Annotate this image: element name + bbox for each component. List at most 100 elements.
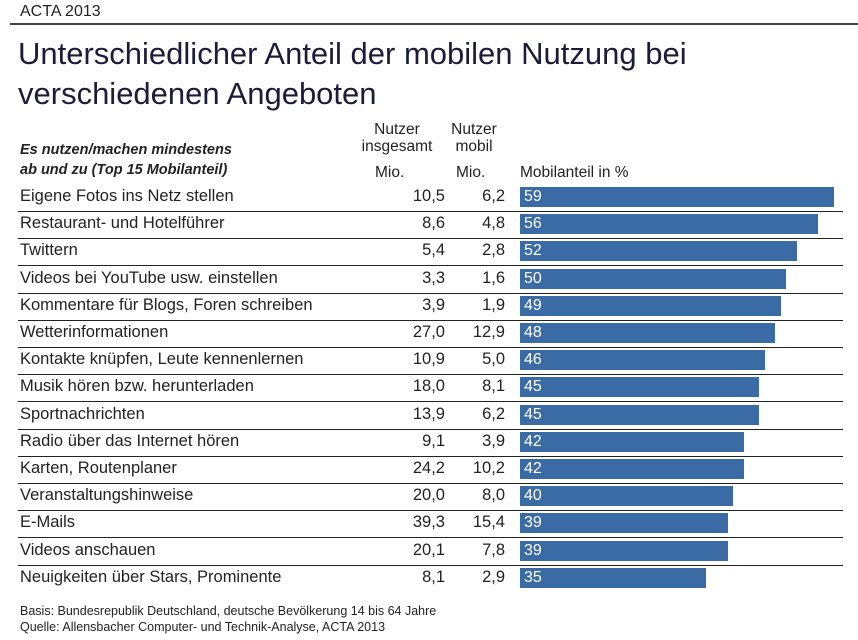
bar: 48 bbox=[520, 323, 776, 343]
bar-value-label: 49 bbox=[524, 296, 542, 314]
subtitle: Es nutzen/machen mindestens ab und zu (T… bbox=[20, 140, 232, 180]
users-mobile-value: 6,2 bbox=[482, 187, 505, 205]
users-mobile-value: 2,8 bbox=[482, 241, 505, 260]
users-mobile-value: 15,4 bbox=[472, 513, 505, 532]
users-mobile-value: 2,9 bbox=[482, 567, 505, 586]
bar: 50 bbox=[520, 268, 787, 289]
bar: 52 bbox=[520, 241, 797, 262]
table-row: Neuigkeiten über Stars, Prominente 8,1 2,9… bbox=[18, 565, 843, 592]
chart-title: Unterschiedlicher Anteil der mobilen Nut… bbox=[18, 34, 687, 114]
users-total-value: 9,1 bbox=[422, 431, 445, 450]
footer-source: Quelle: Allensbacher Computer- und Techn… bbox=[20, 620, 386, 634]
table-row: Musik hören bzw. herunterladen 18,0 8,1 45 bbox=[18, 374, 843, 403]
bar-value-label: 42 bbox=[524, 432, 542, 450]
row-label: Neuigkeiten über Stars, Prominente bbox=[20, 567, 282, 586]
users-total-value: 20,0 bbox=[412, 486, 445, 505]
table-row: Kommentare für Blogs, Foren schreiben 3,9… bbox=[18, 293, 843, 321]
users-total-value: 10,9 bbox=[412, 350, 445, 369]
users-total-value: 24,2 bbox=[412, 459, 445, 477]
users-mobile-value: 12,9 bbox=[472, 323, 505, 341]
row-label: Sportnachrichten bbox=[20, 404, 145, 423]
users-mobile-value: 4,8 bbox=[482, 214, 505, 233]
row-label: Videos bei YouTube usw. einstellen bbox=[20, 268, 278, 287]
table-row: Videos anschauen 20,1 7,8 39 bbox=[18, 538, 843, 566]
table-row: Veranstaltungshinweise 20,0 8,0 40 bbox=[18, 483, 843, 512]
header-text: mobil bbox=[455, 138, 493, 155]
row-label: Restaurant- und Hotelführer bbox=[20, 214, 225, 233]
users-total-value: 10,5 bbox=[412, 187, 445, 205]
header-text: Nutzer bbox=[451, 121, 497, 138]
row-label: Veranstaltungshinweise bbox=[20, 486, 194, 505]
bar: 49 bbox=[520, 295, 781, 316]
row-label: Kommentare für Blogs, Foren schreiben bbox=[20, 295, 313, 314]
table-row: Videos bei YouTube usw. einstellen 3,3 1,6… bbox=[18, 266, 843, 294]
users-mobile-value: 6,2 bbox=[482, 404, 505, 423]
table-row: Sportnachrichten 13,9 6,2 45 bbox=[18, 402, 843, 430]
users-total-value: 8,6 bbox=[422, 214, 445, 233]
row-label: E-Mails bbox=[20, 513, 76, 532]
header-text: Nutzer bbox=[374, 121, 420, 138]
header-users-mobile: Nutzer mobil bbox=[443, 121, 505, 155]
row-label: Twittern bbox=[20, 241, 78, 260]
bar: 56 bbox=[520, 214, 819, 235]
users-total-value: 39,3 bbox=[412, 513, 445, 532]
header-users-total: Nutzer insgesamt bbox=[350, 121, 444, 155]
table-row: Wetterinformationen 27,0 12,9 48 bbox=[18, 320, 843, 348]
bar-value-label: 40 bbox=[524, 487, 542, 505]
footer: Basis: Bundesrepublik Deutschland, deuts… bbox=[20, 603, 436, 635]
table-row: Restaurant- und Hotelführer 8,6 4,8 56 bbox=[18, 211, 843, 240]
table-row: Radio über das Internet hören 9,1 3,9 42 bbox=[18, 429, 843, 457]
subtitle-line-1: Es nutzen/machen mindestens bbox=[20, 142, 232, 158]
unit-mobile: Mio. bbox=[456, 164, 486, 181]
bar: 42 bbox=[520, 459, 744, 479]
users-mobile-value: 1,6 bbox=[482, 268, 505, 287]
bar: 39 bbox=[520, 513, 728, 534]
bar-value-label: 52 bbox=[524, 242, 542, 260]
table-row: Eigene Fotos ins Netz stellen 10,5 6,2 59 bbox=[18, 184, 843, 212]
bar-value-label: 50 bbox=[524, 269, 542, 287]
title-line-1: Unterschiedlicher Anteil der mobilen Nut… bbox=[18, 36, 687, 71]
header-share: Mobilanteil in % bbox=[520, 164, 629, 181]
bar-value-label: 45 bbox=[524, 405, 542, 423]
row-label: Musik hören bzw. herunterladen bbox=[20, 377, 254, 396]
bar: 59 bbox=[520, 187, 834, 207]
bar: 45 bbox=[520, 404, 760, 425]
bar: 45 bbox=[520, 377, 760, 398]
bar-value-label: 42 bbox=[524, 460, 542, 477]
users-mobile-value: 10,2 bbox=[472, 459, 505, 477]
bar-value-label: 39 bbox=[524, 514, 542, 532]
bar-value-label: 35 bbox=[524, 568, 542, 586]
bar: 39 bbox=[520, 540, 728, 561]
title-line-2: verschiedenen Angeboten bbox=[18, 76, 377, 111]
users-total-value: 3,9 bbox=[422, 295, 445, 314]
subtitle-line-2: ab und zu (Top 15 Mobilanteil) bbox=[20, 162, 228, 178]
users-mobile-value: 1,9 bbox=[482, 295, 505, 314]
table-row: Karten, Routenplaner 24,2 10,2 42 bbox=[18, 456, 843, 484]
bar-value-label: 56 bbox=[524, 215, 542, 233]
users-mobile-value: 8,1 bbox=[482, 377, 505, 396]
unit-total: Mio. bbox=[375, 164, 405, 181]
row-label: Radio über das Internet hören bbox=[20, 431, 240, 450]
bar: 35 bbox=[520, 567, 707, 588]
bar: 40 bbox=[520, 486, 733, 507]
users-total-value: 18,0 bbox=[412, 377, 445, 396]
footer-basis: Basis: Bundesrepublik Deutschland, deuts… bbox=[20, 604, 437, 618]
row-label: Karten, Routenplaner bbox=[20, 459, 177, 477]
bar-value-label: 46 bbox=[524, 351, 542, 369]
bar: 42 bbox=[520, 431, 744, 452]
users-mobile-value: 7,8 bbox=[482, 540, 505, 559]
users-total-value: 8,1 bbox=[422, 567, 445, 586]
row-label: Videos anschauen bbox=[20, 540, 156, 559]
users-total-value: 13,9 bbox=[412, 404, 445, 423]
table-row: Kontakte knüpfen, Leute kennenlernen 10,9… bbox=[18, 347, 843, 376]
users-total-value: 27,0 bbox=[412, 323, 445, 341]
table-row: E-Mails 39,3 15,4 39 bbox=[18, 510, 843, 539]
users-total-value: 3,3 bbox=[422, 268, 445, 287]
users-mobile-value: 3,9 bbox=[482, 431, 505, 450]
bar-value-label: 45 bbox=[524, 378, 542, 396]
users-mobile-value: 5,0 bbox=[482, 350, 505, 369]
row-label: Wetterinformationen bbox=[20, 323, 169, 341]
row-label: Kontakte knüpfen, Leute kennenlernen bbox=[20, 350, 304, 369]
users-total-value: 20,1 bbox=[412, 540, 445, 559]
bar: 46 bbox=[520, 350, 765, 371]
